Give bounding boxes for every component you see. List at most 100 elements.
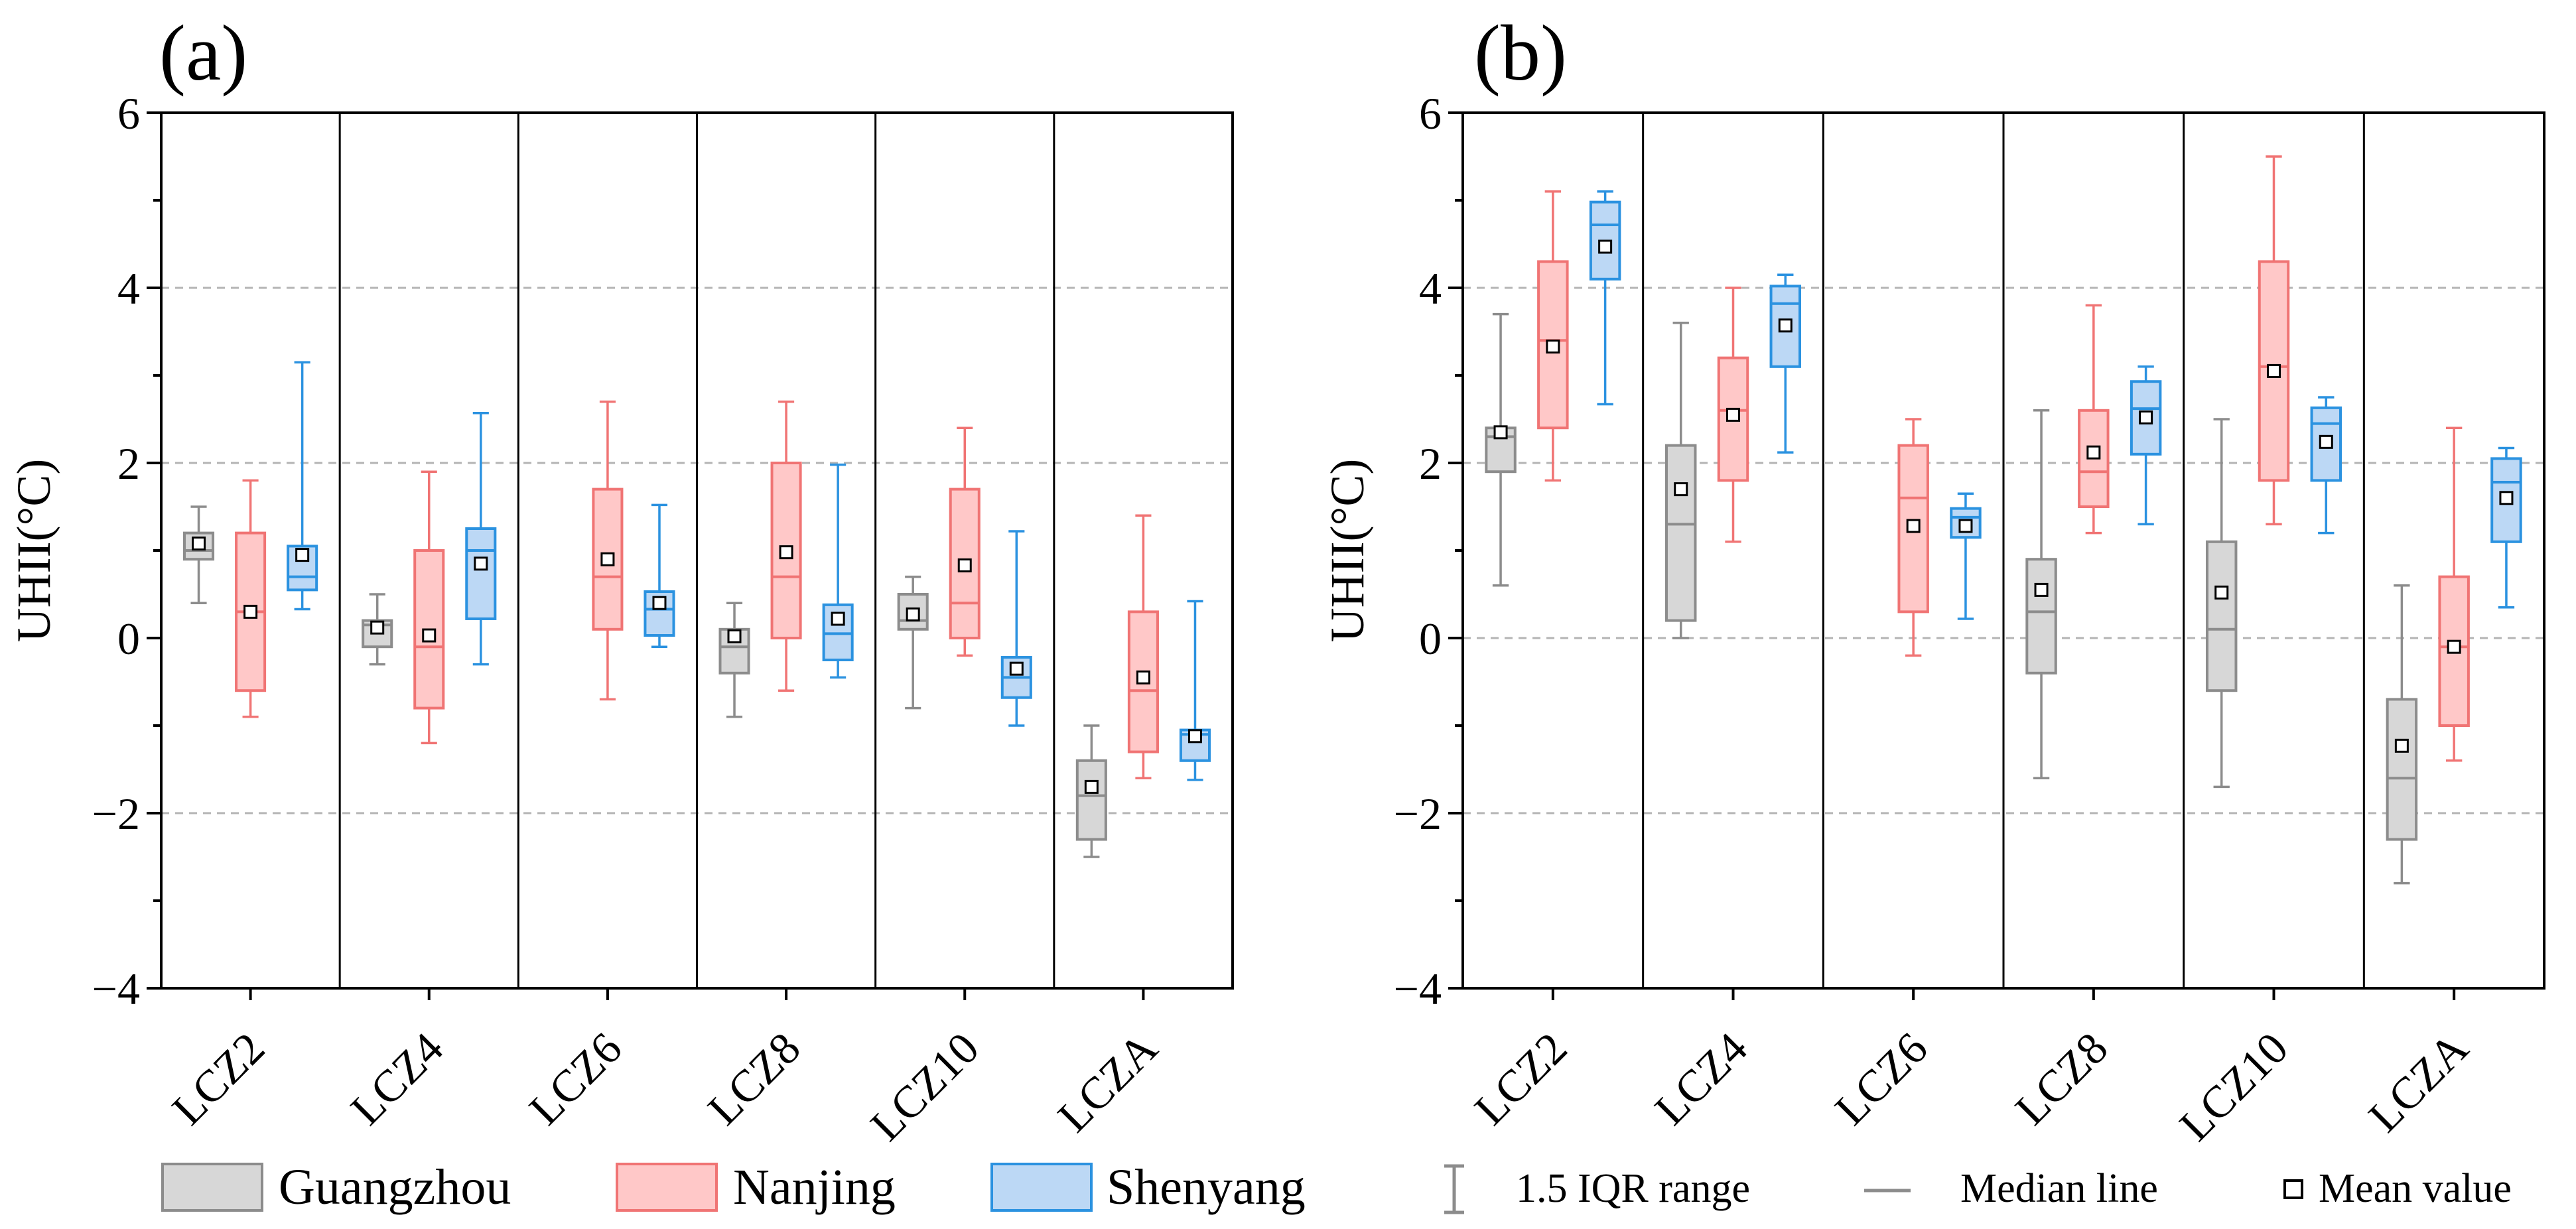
box-nanjing-lcz10 bbox=[2258, 155, 2290, 526]
legend-label-nanjing: Nanjing bbox=[733, 1159, 896, 1215]
box-shenyang-lcz2 bbox=[287, 361, 318, 611]
x-tick-label: LCZ8 bbox=[2005, 1023, 2118, 1135]
iqr-box bbox=[1664, 444, 1697, 622]
mean-marker bbox=[2214, 585, 2229, 600]
mean-marker bbox=[1906, 519, 1921, 533]
iqr-range-icon bbox=[1444, 1164, 1464, 1214]
mean-marker bbox=[1674, 482, 1688, 497]
y-tick-label: −2 bbox=[1394, 789, 1442, 839]
box-shenyang-lcz8 bbox=[822, 463, 854, 679]
y-tick-label: 2 bbox=[117, 438, 140, 489]
box-guangzhou-lcz4 bbox=[362, 593, 393, 666]
iqr-box bbox=[465, 527, 497, 620]
box-nanjing-lcz4 bbox=[413, 470, 445, 745]
iqr-box bbox=[2205, 540, 2238, 692]
legend-label-mean: Mean value bbox=[2319, 1166, 2512, 1211]
box-shenyang-lcz6 bbox=[1950, 492, 1982, 620]
mean-marker bbox=[295, 548, 310, 562]
y-tick-label: 0 bbox=[1419, 614, 1442, 664]
box-nanjing-lcz10 bbox=[949, 426, 981, 657]
mean-marker bbox=[1187, 729, 1202, 744]
box-shenyang-lcz10 bbox=[2310, 396, 2342, 535]
box-guangzhou-lcz10 bbox=[2205, 418, 2238, 789]
box-nanjing-lcza bbox=[2438, 426, 2470, 762]
box-guangzhou-lcz8 bbox=[718, 602, 750, 718]
legend-swatch-shenyang bbox=[990, 1163, 1093, 1212]
mean-marker bbox=[957, 558, 972, 572]
box-nanjing-lcza bbox=[1127, 514, 1159, 779]
mean-marker bbox=[474, 556, 488, 571]
legend-label-guangzhou: Guangzhou bbox=[279, 1159, 511, 1215]
legend-label-shenyang: Shenyang bbox=[1107, 1159, 1306, 1215]
y-axis-label: UHII(°C) bbox=[1321, 459, 1374, 643]
iqr-box bbox=[2490, 457, 2522, 543]
mean-marker bbox=[2319, 434, 2333, 449]
mean-marker bbox=[831, 612, 845, 626]
mean-marker bbox=[192, 536, 206, 550]
mean-marker bbox=[2499, 491, 2514, 505]
mean-marker bbox=[1084, 779, 1099, 794]
x-tick-label: LCZ4 bbox=[341, 1023, 453, 1135]
mean-marker bbox=[370, 620, 385, 635]
mean-marker bbox=[1726, 407, 1740, 422]
mean-marker bbox=[727, 629, 742, 643]
mean-marker bbox=[1009, 661, 1024, 676]
y-tick-label: 4 bbox=[1419, 263, 1442, 314]
x-tick-label: LCZ8 bbox=[698, 1023, 810, 1135]
box-guangzhou-lcz2 bbox=[1485, 312, 1517, 587]
box-nanjing-lcz8 bbox=[2078, 304, 2110, 535]
x-tick-label: LCZ2 bbox=[1465, 1023, 1577, 1135]
mean-marker bbox=[2267, 363, 2281, 378]
mean-value-icon bbox=[2283, 1179, 2303, 1199]
y-tick-label: 6 bbox=[117, 88, 140, 139]
mean-marker bbox=[1493, 425, 1508, 440]
x-tick-label: LCZ2 bbox=[163, 1023, 275, 1135]
y-axis-label: UHII(°C) bbox=[7, 459, 60, 643]
box-shenyang-lcz4 bbox=[1769, 273, 1802, 454]
mean-marker bbox=[2034, 582, 2049, 597]
box-guangzhou-lcz8 bbox=[2025, 409, 2057, 779]
mean-marker bbox=[2394, 738, 2409, 753]
box-guangzhou-lcz10 bbox=[897, 575, 929, 710]
panel-b: −4 −2 0 2 4 6 LCZ2 LCZ4 LCZ6 LCZ8 LCZ10 LCZA UHII(°C… bbox=[1321, 9, 2545, 1151]
box-shenyang-lcza bbox=[1179, 600, 1211, 781]
box-shenyang-lcz2 bbox=[1589, 190, 1621, 406]
mean-marker bbox=[243, 604, 258, 619]
legend-swatch-nanjing bbox=[616, 1163, 718, 1212]
y-tick-label: 6 bbox=[1419, 88, 1442, 139]
box-shenyang-lcz10 bbox=[1000, 530, 1032, 727]
box-shenyang-lcz8 bbox=[2130, 365, 2162, 526]
mean-marker bbox=[422, 628, 437, 643]
mean-marker bbox=[779, 545, 793, 560]
iqr-box bbox=[1075, 759, 1107, 841]
y-tick-label: −2 bbox=[92, 789, 140, 839]
iqr-box bbox=[2025, 558, 2057, 675]
mean-marker bbox=[1136, 670, 1150, 684]
panel-label: (b) bbox=[1474, 9, 1567, 97]
y-tick-label: 0 bbox=[117, 614, 140, 664]
y-tick-label: 2 bbox=[1419, 438, 1442, 489]
x-tick-label: LCZ6 bbox=[519, 1023, 632, 1135]
mean-marker bbox=[2139, 410, 2153, 424]
mean-marker bbox=[600, 552, 615, 566]
mean-marker bbox=[2086, 445, 2101, 460]
box-nanjing-lcz2 bbox=[1537, 190, 1569, 482]
legend-label-median: Median line bbox=[1960, 1166, 2158, 1211]
mean-marker bbox=[1958, 519, 1973, 533]
x-tick-label: LCZ6 bbox=[1825, 1023, 1937, 1135]
box-shenyang-lcz6 bbox=[644, 503, 675, 648]
legend-swatch-guangzhou bbox=[161, 1163, 263, 1212]
legend: Guangzhou Nanjing Shenyang 1.5 IQR range… bbox=[161, 1159, 2512, 1215]
y-tick-label: −4 bbox=[92, 964, 140, 1014]
x-tick-label: LCZ10 bbox=[2169, 1023, 2297, 1151]
mean-marker bbox=[1598, 239, 1613, 254]
panel-a: −4 −2 0 2 4 6 LCZ2 LCZ4 LCZ6 LCZ8 LCZ10 LCZA UHII(°C… bbox=[7, 9, 1234, 1151]
x-tick-label: LCZ10 bbox=[860, 1023, 988, 1151]
mean-marker bbox=[1778, 318, 1793, 333]
box-guangzhou-lcza bbox=[2386, 584, 2418, 885]
x-tick-label: LCZA bbox=[2358, 1023, 2477, 1141]
legend-label-iqr: 1.5 IQR range bbox=[1516, 1166, 1750, 1211]
x-tick-label: LCZA bbox=[1048, 1023, 1167, 1141]
mean-marker bbox=[652, 596, 667, 610]
